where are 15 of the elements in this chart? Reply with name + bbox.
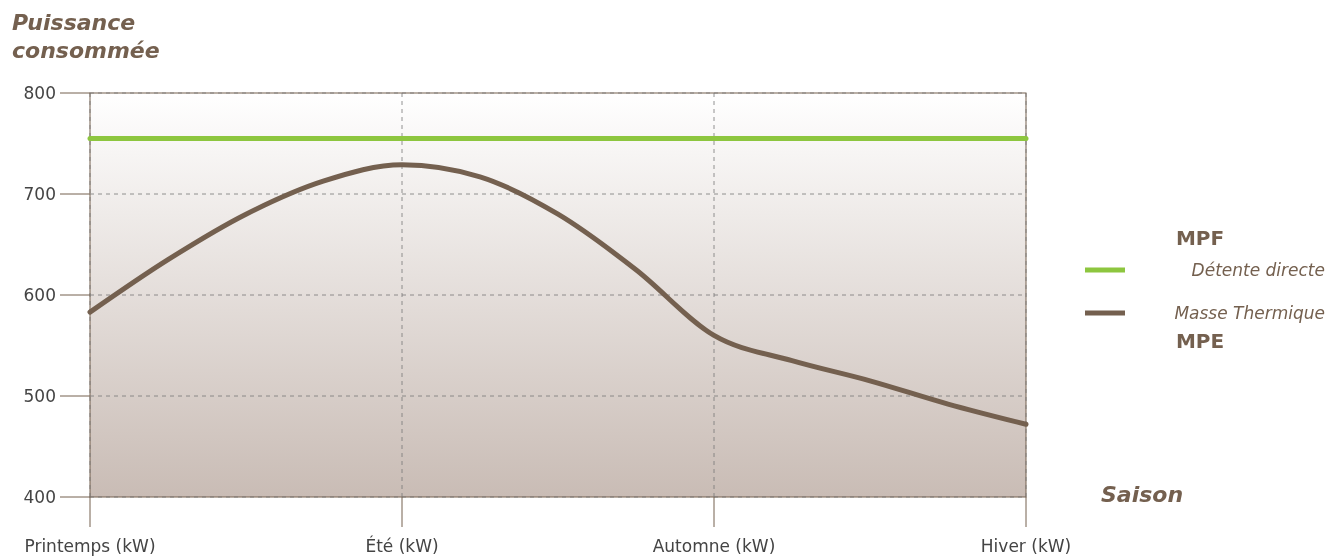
y-tick-label: 600 — [23, 284, 56, 305]
x-tick-label: Printemps (kW) — [24, 536, 156, 556]
x-tick-label: Été (kW) — [365, 535, 439, 556]
y-axis-title: Puissance consommée — [12, 10, 160, 63]
text: MPF — [1175, 226, 1225, 250]
text: Détente directe — [1191, 259, 1325, 280]
text: MPE — [1175, 329, 1225, 353]
x-axis-title: Saison — [1100, 482, 1184, 507]
y-tick-label: 800 — [23, 82, 56, 103]
x-tick-label: Automne (kW) — [652, 536, 776, 556]
y-tick-label: 500 — [23, 385, 56, 406]
text: Masse Thermique — [1174, 302, 1325, 323]
y-tick-label: 700 — [23, 183, 56, 204]
x-tick-label: Hiver (kW) — [980, 536, 1072, 556]
y-tick-label: 400 — [23, 486, 56, 507]
